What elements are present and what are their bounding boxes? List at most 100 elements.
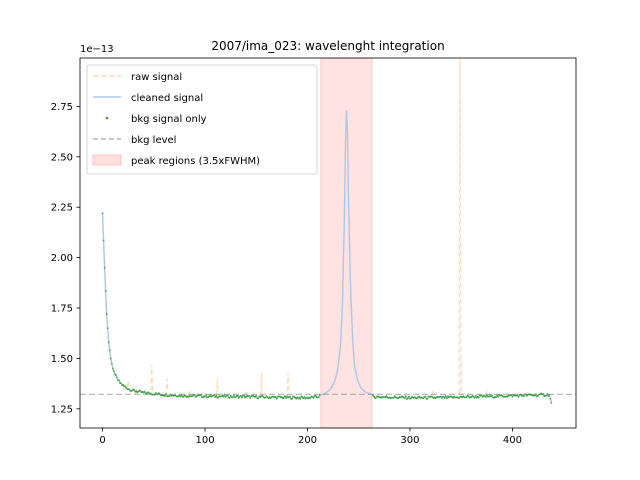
bkg-point	[237, 397, 240, 399]
bkg-point	[106, 327, 109, 330]
bkg-point	[112, 370, 115, 373]
bkg-point	[104, 289, 107, 292]
bkg-point	[110, 362, 113, 365]
bkg-point	[458, 397, 461, 399]
bkg-point	[470, 396, 473, 398]
bkg-point	[107, 341, 110, 344]
bkg-point	[491, 394, 493, 397]
bkg-point	[545, 394, 548, 397]
bkg-point	[149, 392, 152, 395]
bkg-point	[111, 367, 114, 370]
bkg-point	[283, 396, 285, 399]
bkg-point	[372, 394, 374, 397]
bkg-point	[497, 395, 500, 398]
y-tick-label: 2.00	[51, 253, 73, 264]
bkg-point	[517, 395, 520, 398]
bkg-point	[266, 396, 269, 398]
axes-frame	[79, 57, 577, 429]
y-tick-label: 2.50	[51, 152, 73, 163]
bkg-point	[404, 395, 407, 398]
legend-box	[86, 64, 318, 175]
bkg-point	[407, 397, 409, 400]
bkg-point	[522, 395, 525, 398]
bkg-point	[193, 394, 196, 396]
bkg-point	[147, 391, 150, 394]
bkg-point	[182, 396, 185, 398]
bkg-point	[214, 396, 217, 398]
bkg-point	[274, 395, 277, 398]
bkg-point	[108, 349, 111, 352]
bkg-point	[267, 397, 270, 400]
bkg-point	[484, 396, 487, 398]
x-tick-label: 300	[400, 435, 419, 446]
y-tick-label: 2.75	[51, 102, 73, 113]
bkg-point	[426, 397, 429, 400]
bkg-point	[236, 394, 239, 397]
bkg-point	[286, 395, 288, 398]
bkg-point	[495, 396, 497, 399]
bkg-point	[229, 394, 232, 397]
y-tick-label: 2.25	[51, 203, 73, 214]
bkg-point	[295, 397, 298, 400]
bkg-point	[115, 376, 118, 379]
bkg-point	[105, 313, 108, 315]
bkg-point	[255, 394, 258, 397]
bkg-point	[239, 394, 242, 397]
bkg-point	[410, 397, 412, 400]
y-offset-label: 1e−13	[80, 44, 114, 55]
bkg-point	[314, 394, 317, 397]
bkg-point	[257, 397, 260, 400]
y-tick-label: 1.25	[51, 404, 73, 415]
legend-label: raw signal	[131, 72, 182, 83]
bkg-point	[231, 396, 234, 399]
bkg-point	[317, 396, 320, 399]
axis-ticks: 0 100 200 300 400 1.25 1.50 1.75 2.00 2.25 2.50 2.7…	[51, 102, 522, 446]
bkg-point	[191, 395, 194, 397]
y-tick-label: 1.50	[51, 354, 73, 365]
bkg-point	[124, 385, 126, 388]
bkg-point	[487, 395, 490, 398]
bkg-point	[103, 266, 106, 269]
bkg-point	[439, 395, 442, 398]
bkg-point	[298, 396, 301, 399]
bkg-point	[179, 395, 182, 398]
bkg-point	[249, 397, 252, 399]
bkg-point	[120, 382, 122, 385]
bkg-point	[291, 397, 294, 400]
bkg-point	[264, 396, 267, 399]
bkg-point	[213, 394, 216, 396]
bkg-point	[204, 395, 206, 398]
x-tick-label: 200	[298, 435, 317, 446]
chart-title: 2007/ima_023: wavelenght integration	[211, 39, 444, 53]
bkg-point	[546, 393, 549, 395]
legend: raw signal cleaned signal bkg signal only b…	[86, 64, 318, 175]
bkg-point	[125, 386, 128, 389]
legend-label: cleaned signal	[131, 93, 203, 104]
bkg-point	[128, 388, 131, 390]
bkg-point	[224, 396, 227, 398]
bkg-point	[248, 394, 250, 397]
bkg-point	[168, 395, 171, 398]
bkg-point	[445, 397, 448, 399]
bkg-point	[309, 396, 312, 399]
bkg-point	[114, 374, 117, 377]
bkg-point	[284, 395, 286, 398]
bkg-point	[122, 384, 124, 386]
bkg-point	[312, 396, 315, 399]
x-tick-label: 0	[99, 435, 105, 446]
x-tick-label: 100	[195, 435, 214, 446]
bkg-point	[217, 396, 220, 399]
bkg-point	[241, 396, 243, 399]
bkg-point	[303, 396, 306, 398]
bkg-point	[414, 396, 417, 399]
bkg-point	[444, 395, 447, 398]
bkg-point	[474, 394, 477, 397]
bkg-point	[549, 397, 552, 400]
bkg-point	[215, 394, 218, 397]
bkg-point	[424, 395, 427, 398]
bkg-point	[254, 396, 257, 398]
bkg-point	[143, 390, 146, 393]
bkg-point	[392, 396, 395, 399]
y-tick-label: 1.75	[51, 304, 73, 315]
